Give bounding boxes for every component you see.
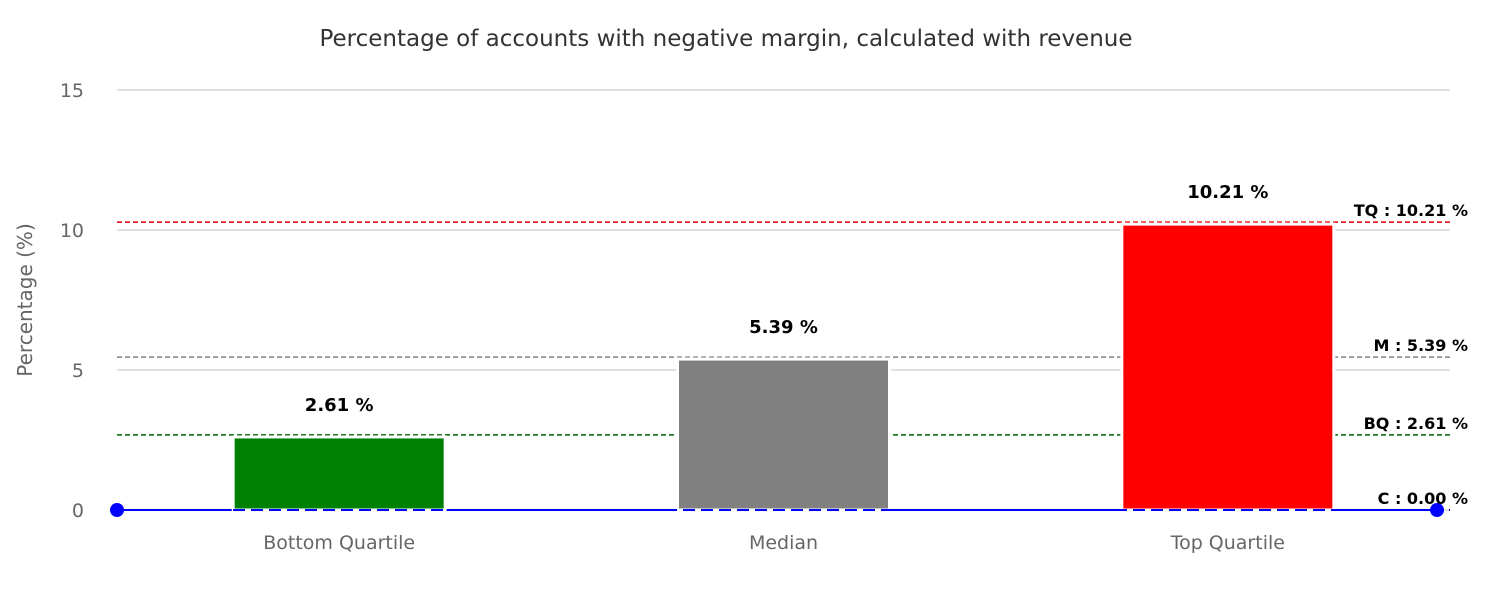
- reference-line-label: TQ : 10.21 %: [1354, 201, 1468, 220]
- bar: [231, 435, 447, 512]
- reference-line-label: C : 0.00 %: [1378, 489, 1468, 508]
- x-tick-label: Median: [749, 532, 818, 554]
- y-tick-label: 0: [72, 500, 84, 522]
- data-label: 5.39 %: [749, 317, 818, 338]
- chart-title: Percentage of accounts with negative mar…: [319, 26, 1132, 52]
- reference-line-marker: [1430, 503, 1444, 517]
- y-tick-label: 15: [60, 80, 84, 102]
- x-tick-label: Top Quartile: [1170, 532, 1285, 554]
- bar: [676, 357, 891, 512]
- x-tick-label: Bottom Quartile: [263, 532, 415, 554]
- data-label: 10.21 %: [1187, 182, 1268, 203]
- y-tick-label: 5: [72, 360, 84, 382]
- reference-line-label: BQ : 2.61 %: [1364, 414, 1468, 433]
- bar: [1120, 222, 1336, 512]
- y-axis-label: Percentage (%): [13, 223, 37, 376]
- reference-line-marker: [110, 503, 124, 517]
- y-tick-label: 10: [60, 220, 84, 242]
- data-label: 2.61 %: [305, 395, 374, 416]
- reference-line-label: M : 5.39 %: [1373, 336, 1468, 355]
